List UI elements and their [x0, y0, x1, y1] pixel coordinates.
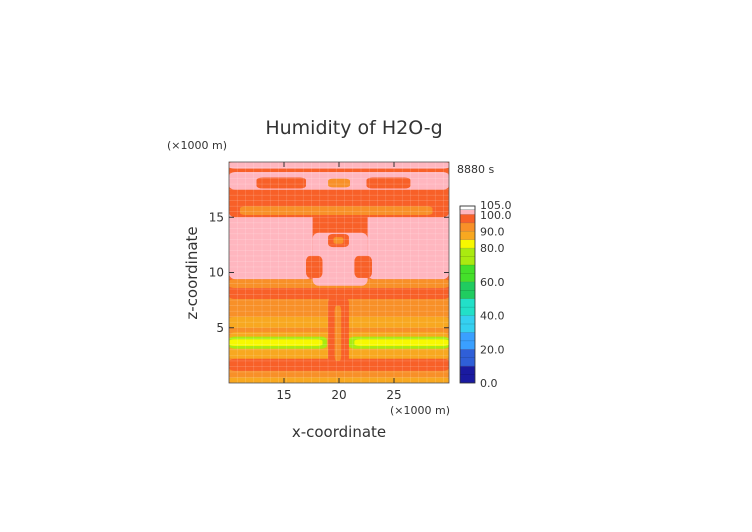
heatmap-region — [312, 232, 368, 286]
heatmap-region — [333, 237, 344, 244]
colorbar-band — [460, 248, 475, 265]
heatmap-region — [367, 206, 449, 280]
colorbar-band — [460, 214, 475, 223]
colorbar-band — [460, 265, 475, 282]
colorbar-band — [460, 281, 475, 299]
colorbar-band — [460, 349, 475, 367]
grid-lines — [228, 161, 449, 384]
colorbar-tick-label: 105.0 — [480, 199, 512, 212]
colorbar-tick-label: 20.0 — [480, 343, 505, 356]
heatmap-region — [354, 255, 372, 279]
colorbar-band — [459, 205, 476, 211]
x-tick-label: 20 — [331, 388, 346, 402]
chart-title: Humidity of H2O-g — [265, 117, 442, 139]
heatmap-region — [240, 206, 433, 216]
colorbar-band — [460, 239, 475, 249]
colorbar-band — [460, 332, 475, 350]
heatmap-region — [229, 287, 449, 300]
y-axis-label: z-coordinate — [183, 226, 201, 319]
colorbar-tick-label: 60.0 — [480, 276, 505, 289]
heatmap-region — [256, 177, 306, 189]
colorbar-tick-label: 80.0 — [480, 242, 505, 255]
heatmap-area — [229, 162, 449, 383]
y-unit-label: (×1000 m) — [167, 139, 227, 152]
colorbar-frame — [459, 205, 476, 384]
heatmap-region — [229, 339, 323, 346]
y-tick-label: 5 — [216, 321, 224, 335]
colorbar-band — [460, 210, 475, 215]
colorbar-tick-label: 90.0 — [480, 225, 505, 238]
colorbar-tick-label: 100.0 — [480, 209, 512, 222]
x-unit-label: (×1000 m) — [390, 404, 450, 417]
colorbar-tick-label: 0.0 — [480, 377, 498, 390]
heatmap-region — [354, 339, 449, 346]
y-tick-label: 15 — [209, 210, 224, 224]
heatmap-region — [334, 305, 342, 361]
heatmap-region — [306, 255, 323, 279]
colorbar-band — [460, 222, 475, 232]
axes: 15 20 25 5 10 15 — [209, 161, 450, 402]
x-tick-label: 15 — [276, 388, 291, 402]
y-tick-label: 10 — [209, 266, 224, 280]
x-axis-label: x-coordinate — [292, 423, 386, 441]
x-tick-label: 25 — [386, 388, 401, 402]
colorbar-band — [460, 366, 475, 383]
colorbar-tick-label: 40.0 — [480, 310, 505, 323]
colorbar-band — [460, 315, 475, 333]
heatmap-region — [366, 177, 411, 189]
heatmap-region — [328, 178, 350, 188]
colorbar-band — [460, 298, 475, 316]
colorbar-band — [460, 231, 475, 240]
time-label: 8880 s — [457, 163, 494, 176]
heatmap-region — [229, 206, 313, 280]
